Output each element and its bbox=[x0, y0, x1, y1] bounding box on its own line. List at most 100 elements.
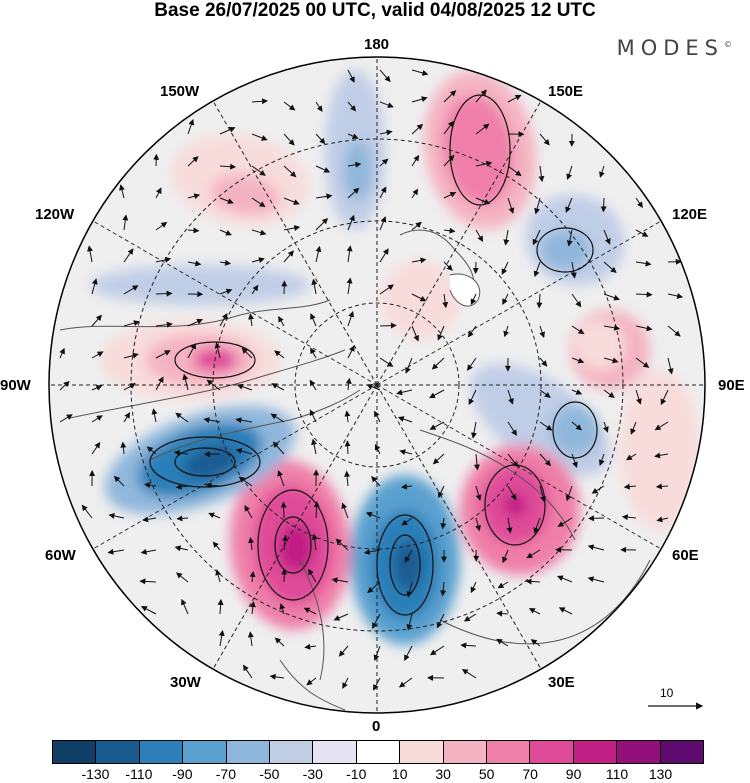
wind-arrow bbox=[215, 569, 222, 583]
wind-arrow bbox=[507, 421, 517, 436]
lon-label-120w: 120W bbox=[35, 206, 75, 223]
wind-arrow bbox=[371, 475, 381, 487]
wind-arrow bbox=[497, 581, 509, 589]
wind-arrow bbox=[365, 511, 381, 519]
meridian-line bbox=[376, 219, 664, 386]
colorbar-tick-label: -30 bbox=[302, 766, 323, 782]
wind-arrow bbox=[630, 421, 637, 435]
wind-arrow bbox=[283, 250, 294, 263]
anomaly-patch bbox=[503, 493, 527, 517]
wind-arrow bbox=[379, 101, 394, 108]
wind-arrow bbox=[272, 441, 285, 455]
wind-arrow bbox=[91, 278, 98, 295]
contour-line bbox=[274, 516, 312, 574]
wind-arrow bbox=[241, 347, 253, 359]
wind-arrow bbox=[175, 483, 189, 490]
lon-label-150w: 150W bbox=[160, 83, 200, 100]
contour-line bbox=[449, 94, 511, 206]
wind-arrow bbox=[123, 352, 139, 359]
wind-arrow bbox=[151, 408, 158, 423]
wind-arrow bbox=[539, 325, 545, 339]
wind-arrow bbox=[539, 453, 551, 467]
wind-arrow bbox=[571, 357, 585, 364]
wind-arrow bbox=[219, 126, 236, 135]
wind-arrow bbox=[335, 538, 349, 551]
wind-arrow bbox=[251, 133, 268, 141]
colorbar-swatch bbox=[660, 741, 704, 763]
wind-arrow bbox=[379, 186, 387, 199]
coastline-greenland-south bbox=[69, 349, 346, 419]
wind-arrow bbox=[91, 351, 104, 359]
wind-arrow bbox=[507, 389, 514, 405]
wind-arrow bbox=[279, 603, 286, 615]
wind-arrow bbox=[235, 417, 253, 424]
coastline-uk bbox=[279, 559, 346, 711]
wind-arrow bbox=[571, 325, 585, 335]
wind-arrow bbox=[635, 291, 653, 298]
wind-arrow bbox=[443, 154, 455, 167]
wind-arrow bbox=[557, 575, 573, 583]
wind-arrow bbox=[598, 453, 605, 466]
wind-arrow bbox=[123, 320, 140, 327]
wind-arrow bbox=[475, 229, 484, 243]
wind-arrow bbox=[331, 577, 349, 584]
wind-arrow bbox=[283, 101, 296, 111]
wind-arrow bbox=[429, 421, 445, 430]
wind-arrow bbox=[315, 218, 329, 231]
wind-arrow bbox=[274, 350, 285, 359]
contour-line bbox=[389, 534, 421, 596]
wind-arrow bbox=[401, 483, 413, 490]
colorbar-swatch bbox=[400, 741, 444, 763]
wind-arrow bbox=[528, 608, 541, 615]
wind-arrow bbox=[344, 410, 351, 423]
wind-arrow bbox=[565, 197, 573, 213]
wind-arrow bbox=[396, 389, 413, 396]
colorbar-swatch bbox=[313, 741, 357, 763]
lon-label-60e: 60E bbox=[672, 547, 699, 564]
colorbar-swatch bbox=[487, 741, 531, 763]
colorbar-tick-label: 30 bbox=[435, 766, 451, 782]
wind-arrow bbox=[208, 512, 221, 519]
wind-arrow bbox=[219, 259, 231, 266]
wind-arrow bbox=[59, 414, 73, 423]
wind-arrow bbox=[249, 570, 256, 583]
colorbar-swatch bbox=[139, 741, 184, 763]
colorbar bbox=[52, 740, 704, 764]
wind-arrow bbox=[571, 389, 583, 395]
wind-arrow bbox=[660, 389, 669, 406]
wind-arrow bbox=[398, 677, 413, 688]
wind-arrow bbox=[175, 412, 189, 423]
wind-arrow bbox=[251, 98, 268, 105]
wind-arrow bbox=[187, 193, 201, 200]
wind-arrow bbox=[625, 453, 637, 461]
wind-arrow bbox=[379, 158, 389, 167]
wind-arrow bbox=[218, 629, 225, 647]
wind-arrow bbox=[203, 417, 221, 423]
wind-arrow bbox=[346, 245, 353, 263]
wind-arrow bbox=[338, 645, 349, 657]
wind-arrow bbox=[534, 197, 541, 215]
wind-arrow bbox=[310, 313, 317, 327]
wind-arrow bbox=[443, 192, 457, 199]
colorbar-tick-label: 90 bbox=[565, 766, 582, 782]
wind-arrow bbox=[496, 610, 509, 617]
wind-arrow bbox=[344, 440, 351, 455]
wind-arrow bbox=[206, 379, 221, 391]
wind-arrow bbox=[219, 313, 228, 327]
wind-arrow bbox=[603, 293, 620, 301]
wind-arrow bbox=[603, 261, 617, 274]
wind-arrow bbox=[635, 260, 652, 267]
wind-arrow bbox=[313, 501, 320, 519]
wind-arrow bbox=[587, 576, 605, 583]
wind-arrow bbox=[475, 89, 487, 103]
wind-arrow bbox=[347, 345, 355, 359]
wind-arrow bbox=[405, 357, 413, 374]
wind-arrow bbox=[205, 482, 221, 489]
wind-arrow bbox=[81, 504, 93, 519]
wind-arrow bbox=[503, 229, 510, 246]
colorbar-tick-label: 130 bbox=[648, 766, 673, 782]
coastline-europe bbox=[439, 559, 651, 645]
wind-arrow bbox=[440, 581, 447, 597]
wind-arrow bbox=[539, 357, 548, 367]
